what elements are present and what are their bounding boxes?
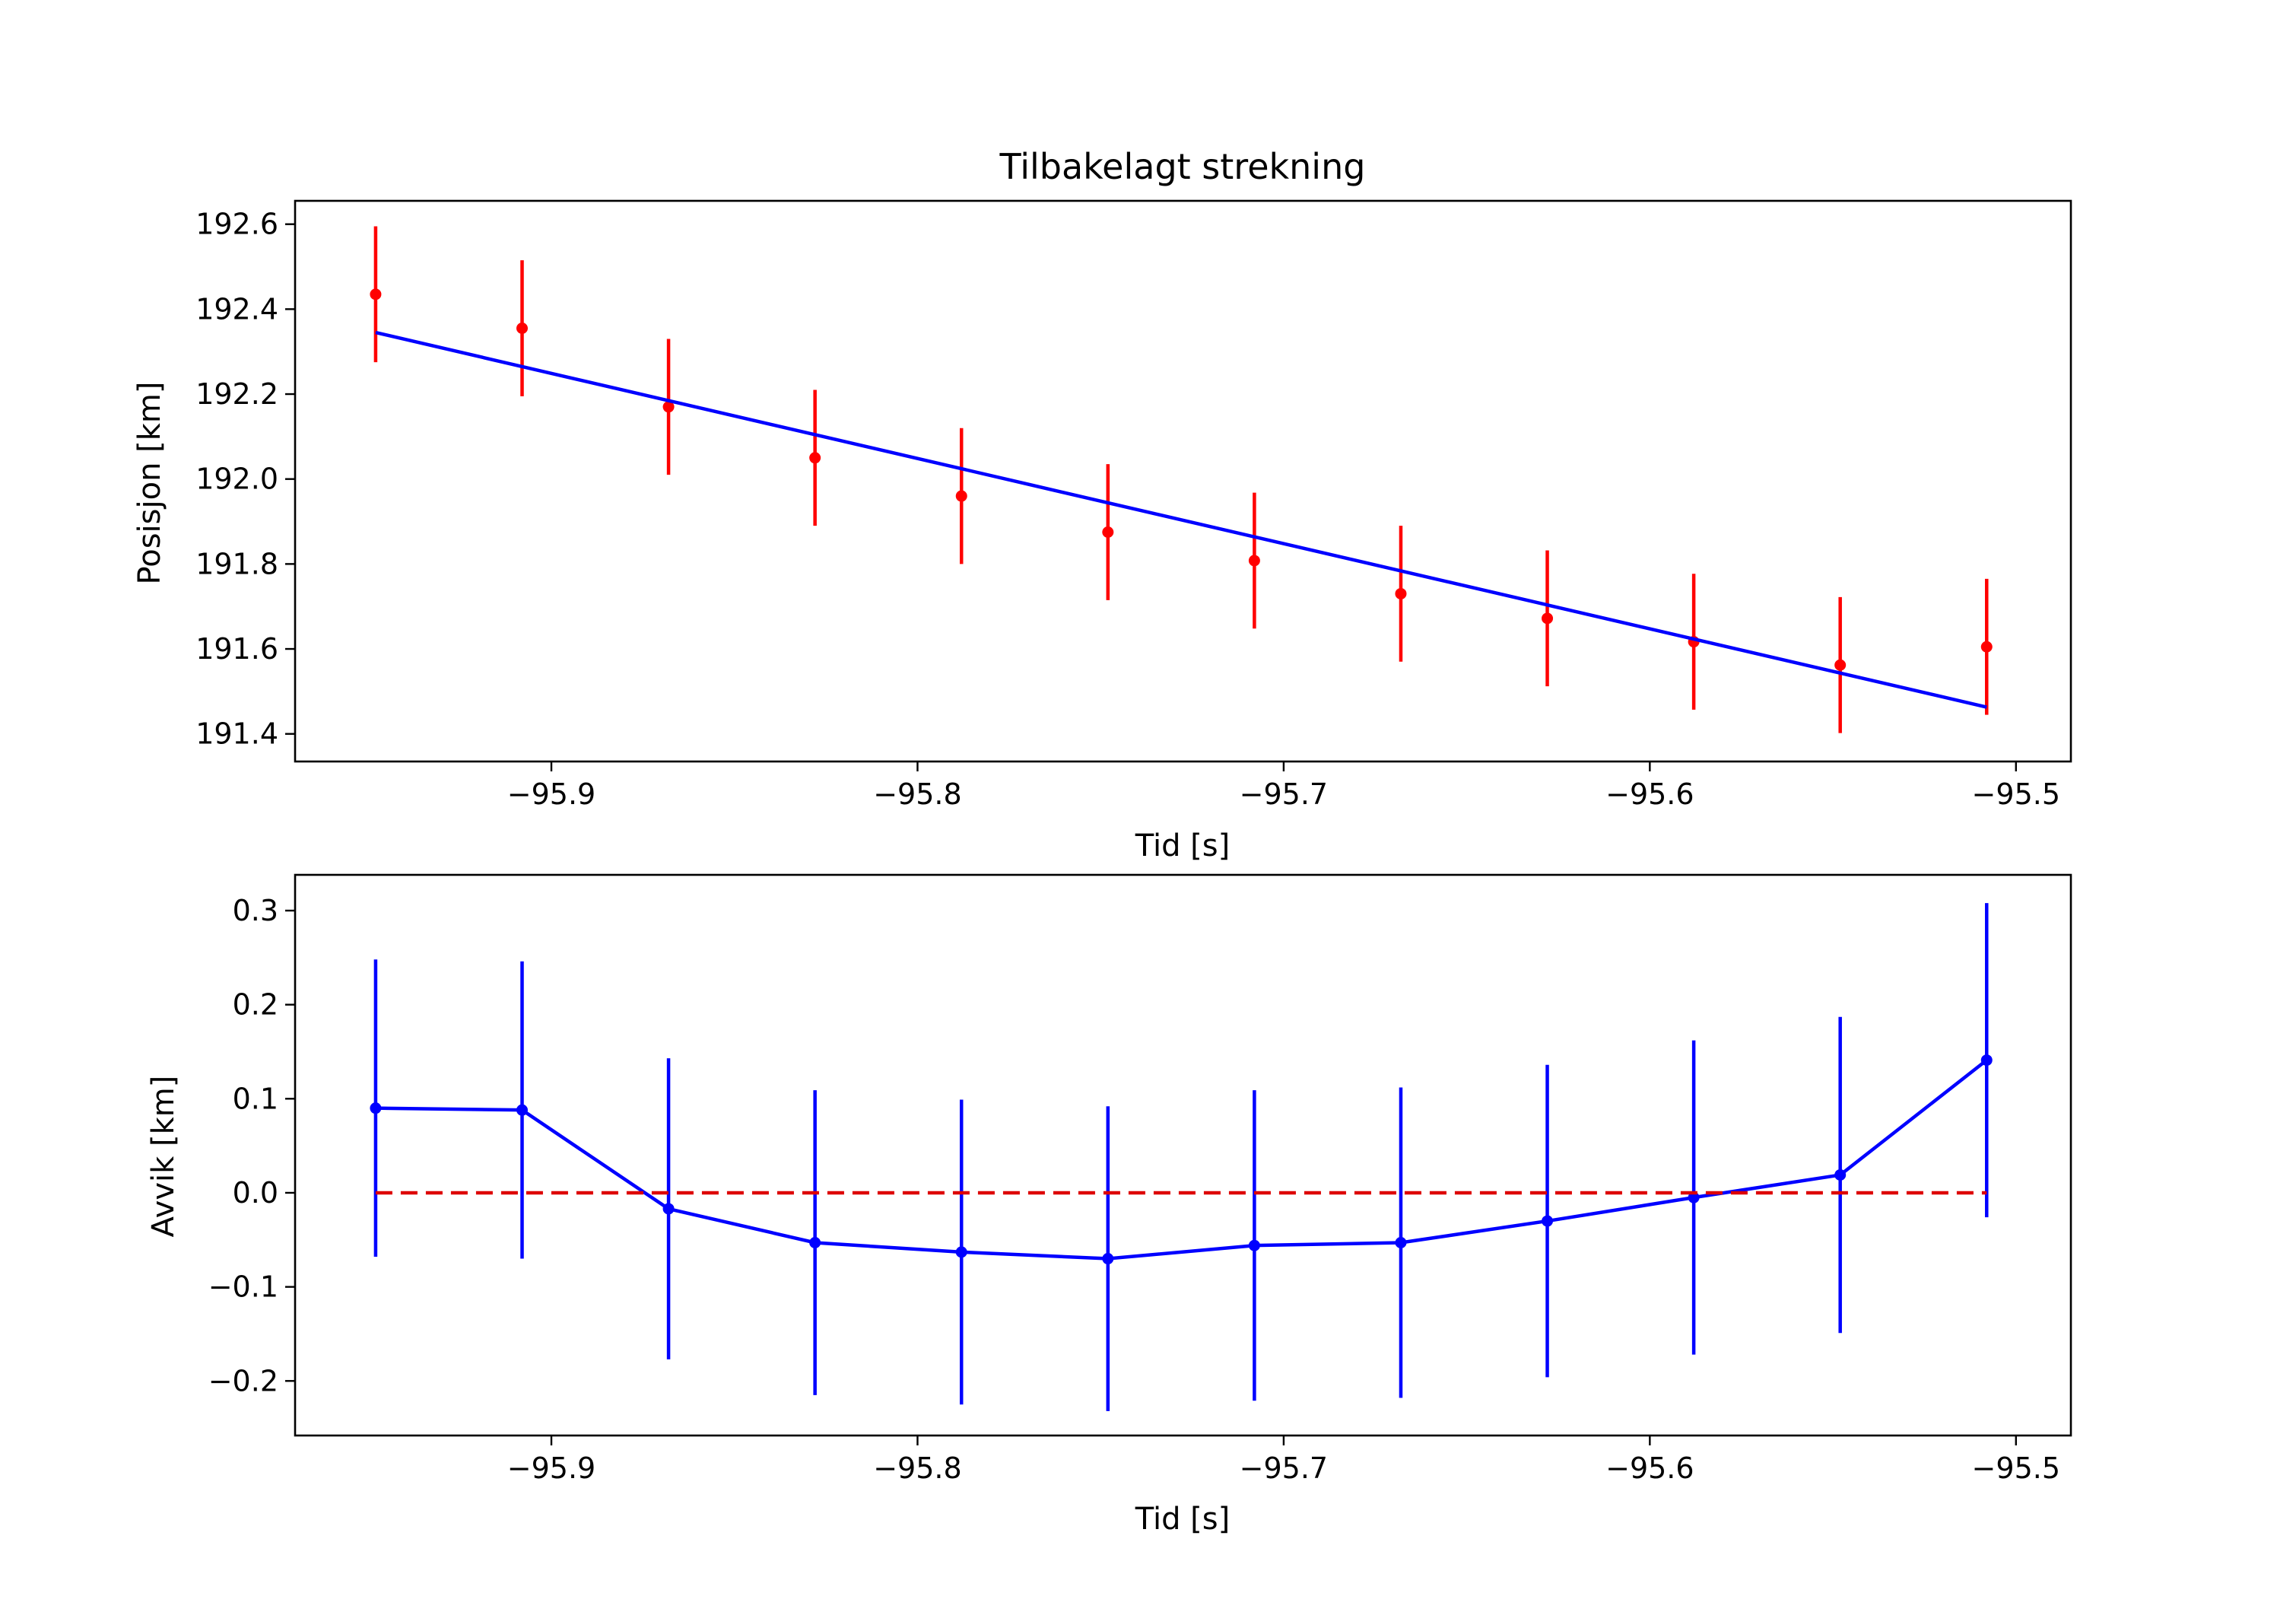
y-tick-label: 192.0 bbox=[195, 463, 278, 496]
data-point bbox=[1834, 659, 1847, 671]
data-point bbox=[1248, 1239, 1260, 1251]
y-tick-label: −0.2 bbox=[208, 1364, 278, 1397]
data-point bbox=[516, 323, 528, 334]
x-tick-label: −95.6 bbox=[1605, 777, 1694, 811]
y-tick-label: 192.4 bbox=[195, 292, 278, 326]
axis-ticks: −95.9 −95.8 −95.7 −95.6 −95.5 −0.2 −0.1 0.0 0.1 0… bbox=[208, 894, 2060, 1485]
x-axis-label: Tid [s] bbox=[1135, 828, 1230, 863]
x-tick-label: −95.7 bbox=[1240, 1451, 1328, 1485]
x-tick-label: −95.5 bbox=[1972, 777, 2060, 811]
x-tick-label: −95.8 bbox=[873, 1451, 961, 1485]
data-point bbox=[1980, 641, 1993, 653]
data-point bbox=[662, 401, 675, 413]
y-axis-label: Avvik [km] bbox=[146, 1076, 181, 1238]
y-tick-label: 191.6 bbox=[195, 632, 278, 666]
y-tick-label: 0.1 bbox=[233, 1082, 278, 1115]
series-group bbox=[370, 903, 1993, 1411]
data-point bbox=[809, 452, 821, 464]
x-tick-label: −95.9 bbox=[507, 777, 595, 811]
y-tick-label: 192.2 bbox=[195, 377, 278, 411]
y-tick-label: 0.3 bbox=[233, 894, 278, 927]
fit-line bbox=[375, 330, 1987, 709]
data-point bbox=[1248, 555, 1260, 567]
plot-frame bbox=[294, 873, 2072, 1437]
data-point bbox=[1542, 612, 1554, 625]
data-point bbox=[662, 1203, 675, 1215]
data-point bbox=[1395, 587, 1407, 599]
data-point bbox=[1980, 1054, 1993, 1067]
position-panel: Tilbakelagt strekning Tid [s] Posisjon [… bbox=[132, 146, 2072, 863]
y-tick-label: −0.1 bbox=[208, 1270, 278, 1304]
data-point bbox=[809, 1237, 821, 1249]
data-point bbox=[955, 1246, 967, 1258]
data-point bbox=[1542, 1215, 1554, 1227]
deviation-panel: Tid [s] Avvik [km] −95.9 −95.8 −95.7 −95.6−… bbox=[146, 873, 2072, 1537]
y-axis-label: Posisjon [km] bbox=[132, 382, 167, 585]
y-tick-label: 191.8 bbox=[195, 547, 278, 580]
chart-title: Tilbakelagt strekning bbox=[999, 146, 1366, 187]
data-point bbox=[1688, 1191, 1700, 1203]
axis-ticks: −95.9 −95.8 −95.7 −95.6 −95.5 191.4 191.6 191.8… bbox=[195, 208, 2060, 811]
y-tick-label: 0.2 bbox=[233, 988, 278, 1022]
y-tick-label: 192.6 bbox=[195, 208, 278, 241]
x-tick-label: −95.5 bbox=[1972, 1451, 2060, 1485]
x-tick-label: −95.7 bbox=[1240, 777, 1328, 811]
x-tick-label: −95.8 bbox=[873, 777, 961, 811]
data-point bbox=[955, 490, 967, 502]
data-point bbox=[370, 1102, 382, 1114]
data-point bbox=[516, 1104, 528, 1116]
x-axis-label: Tid [s] bbox=[1135, 1502, 1230, 1537]
data-point bbox=[1102, 1253, 1114, 1265]
data-point bbox=[370, 288, 382, 300]
data-point bbox=[1395, 1237, 1407, 1249]
x-tick-label: −95.9 bbox=[507, 1451, 595, 1485]
plot-frame bbox=[294, 199, 2072, 763]
y-tick-label: 191.4 bbox=[195, 717, 278, 751]
x-tick-label: −95.6 bbox=[1605, 1451, 1694, 1485]
series-group bbox=[370, 226, 1993, 733]
data-point bbox=[1102, 526, 1114, 538]
data-point bbox=[1834, 1168, 1847, 1181]
y-tick-label: 0.0 bbox=[233, 1176, 278, 1210]
